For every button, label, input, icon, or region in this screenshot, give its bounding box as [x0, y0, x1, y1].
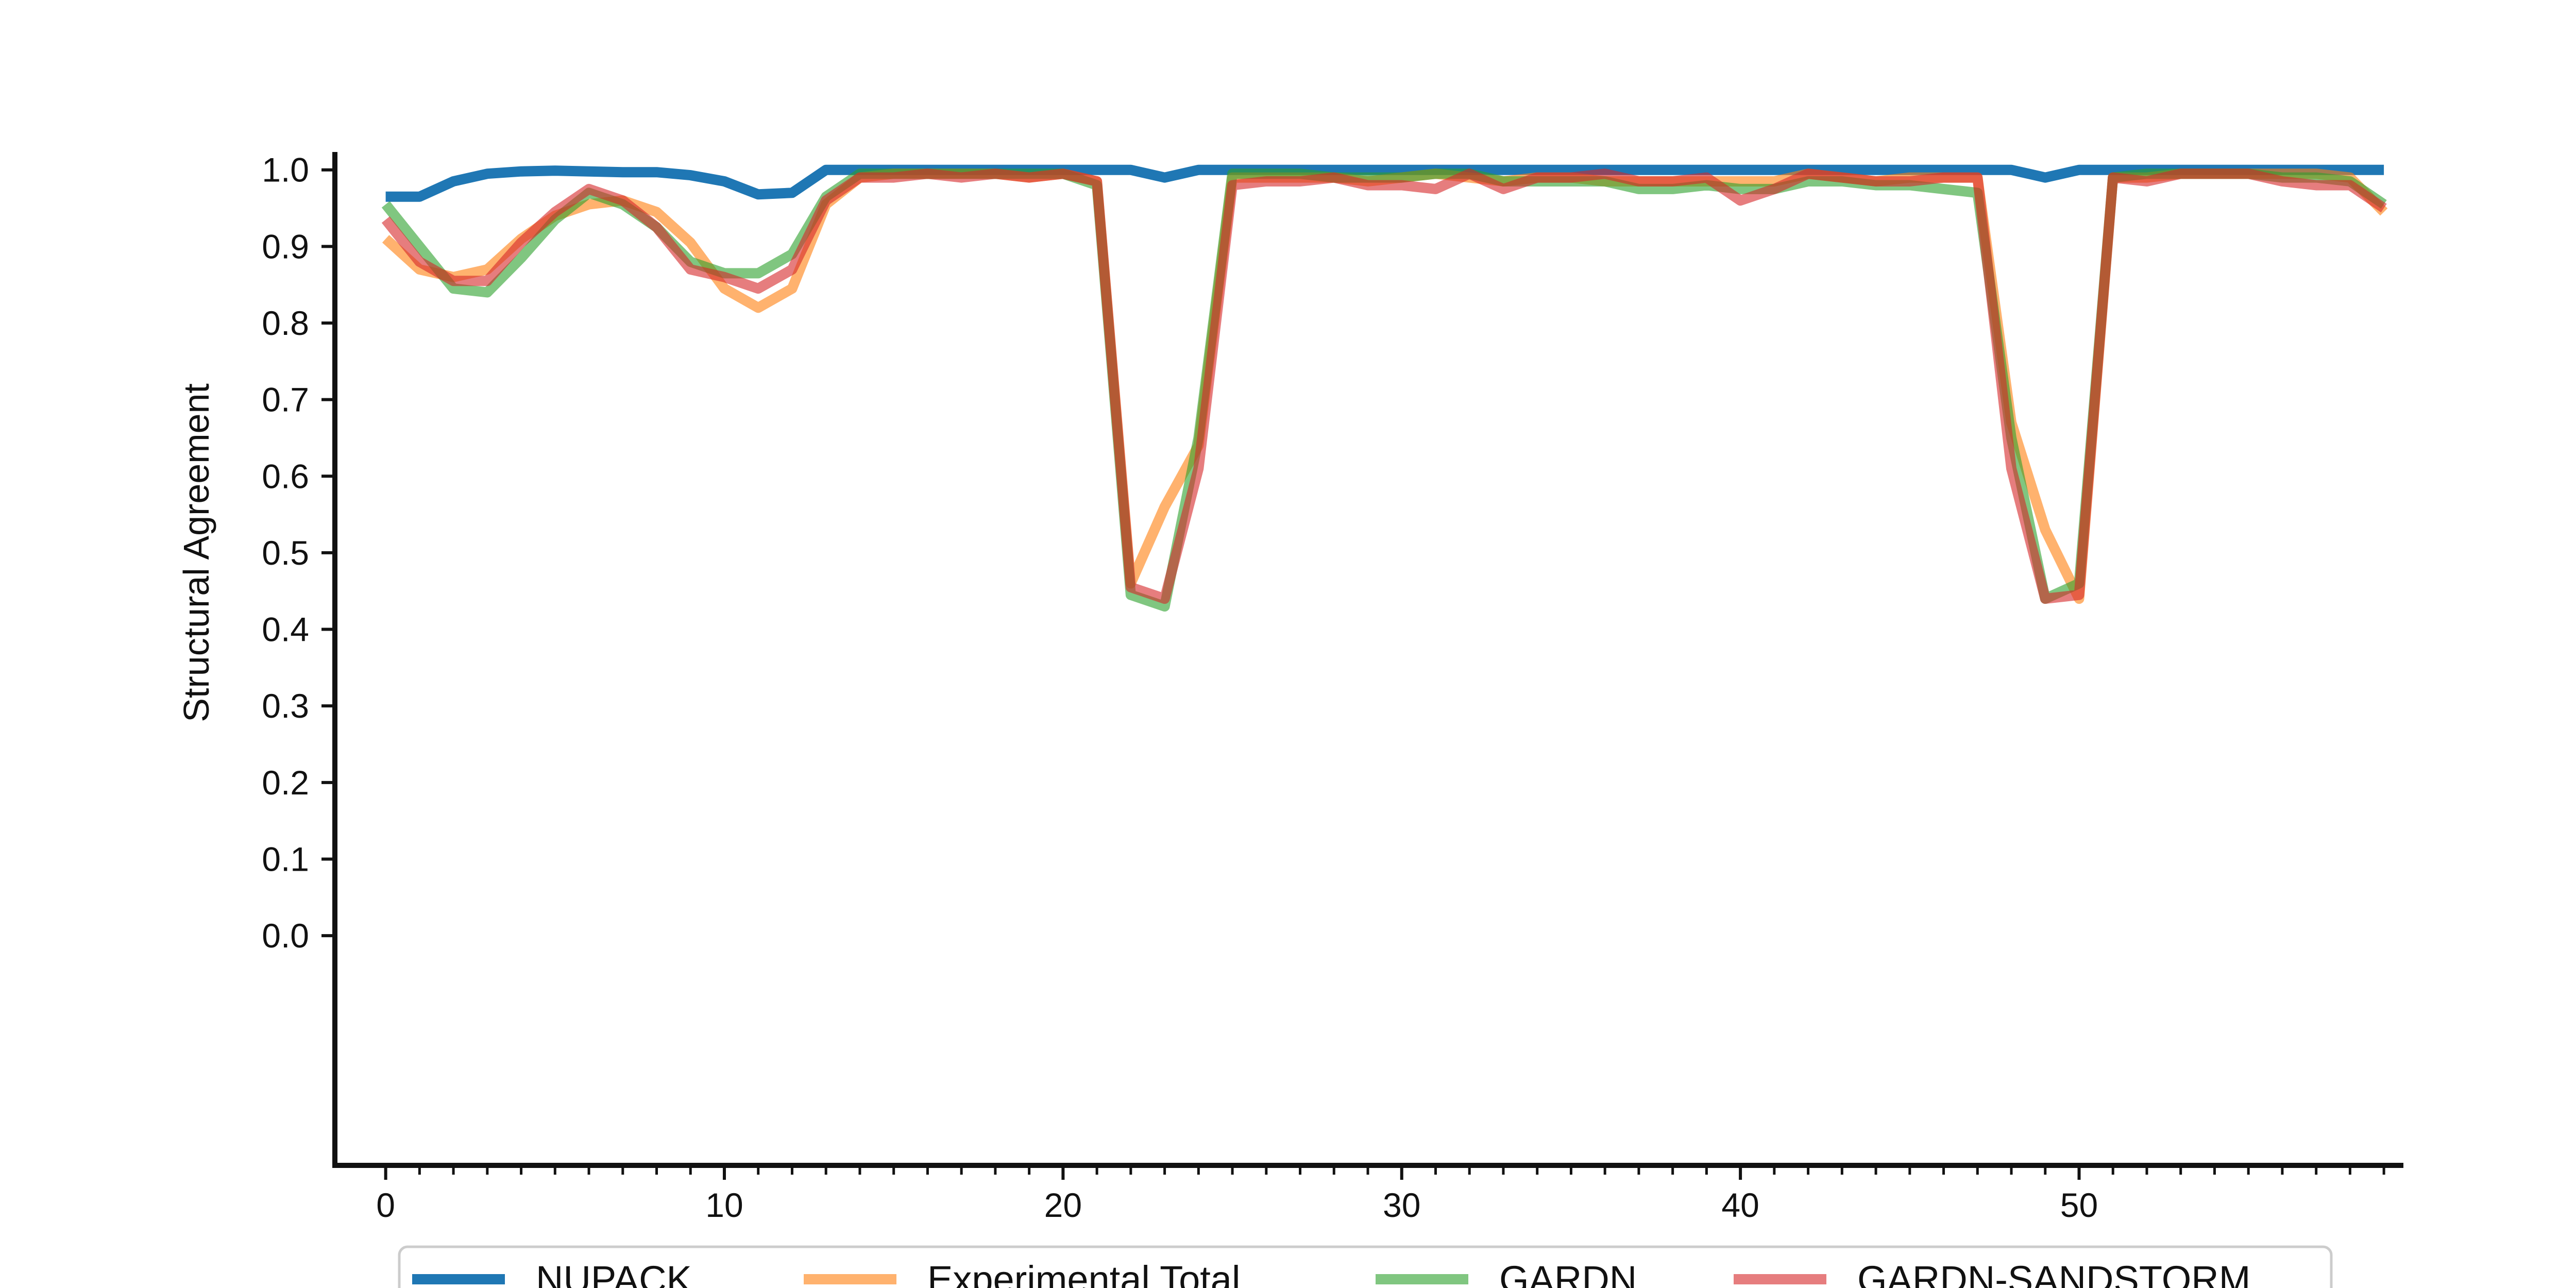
x-tick-label: 20: [1044, 1186, 1082, 1224]
x-tick-label: 0: [376, 1186, 395, 1224]
y-tick-label: 0.4: [262, 611, 309, 649]
axes: [332, 152, 2403, 1168]
legend: NUPACK Experimental Total GARDN GARDN-SANDS…: [398, 1245, 2333, 1288]
x-tick-label: 40: [1721, 1186, 1759, 1224]
y-tick-label: 0.1: [262, 840, 309, 878]
x-ticks: 0 10 20 30 40 50: [376, 1165, 2385, 1224]
y-tick-label: 0.3: [262, 687, 309, 725]
y-tick-label: 0.7: [262, 381, 309, 419]
x-tick-label: 10: [705, 1186, 743, 1224]
y-axis-title: Structural Agreement: [176, 383, 216, 722]
legend-label: NUPACK: [536, 1258, 692, 1288]
x-tick-label: 50: [2060, 1186, 2098, 1224]
y-tick-label: 0.6: [262, 457, 309, 495]
y-tick-label: 0.0: [262, 917, 309, 955]
legend-label: GARDN: [1499, 1258, 1637, 1288]
plot-area: [381, 164, 2388, 612]
series-line-gardn-sandstorm: [381, 168, 2387, 604]
y-tick-label: 0.2: [262, 764, 309, 802]
y-tick-label: 0.9: [262, 227, 309, 265]
x-tick-label: 30: [1383, 1186, 1420, 1224]
y-ticks: 0.0 0.1 0.2 0.3 0.4 0.5 0.6 0.7 0.8 0.9 1.0: [262, 151, 335, 955]
y-tick-label: 0.5: [262, 534, 309, 572]
y-tick-label: 0.8: [262, 304, 309, 342]
legend-label: Experimental Total: [927, 1258, 1240, 1288]
legend-label: GARDN-SANDSTORM: [1857, 1258, 2250, 1288]
y-tick-label: 1.0: [262, 151, 309, 189]
series-line-nupack: [385, 164, 2384, 202]
